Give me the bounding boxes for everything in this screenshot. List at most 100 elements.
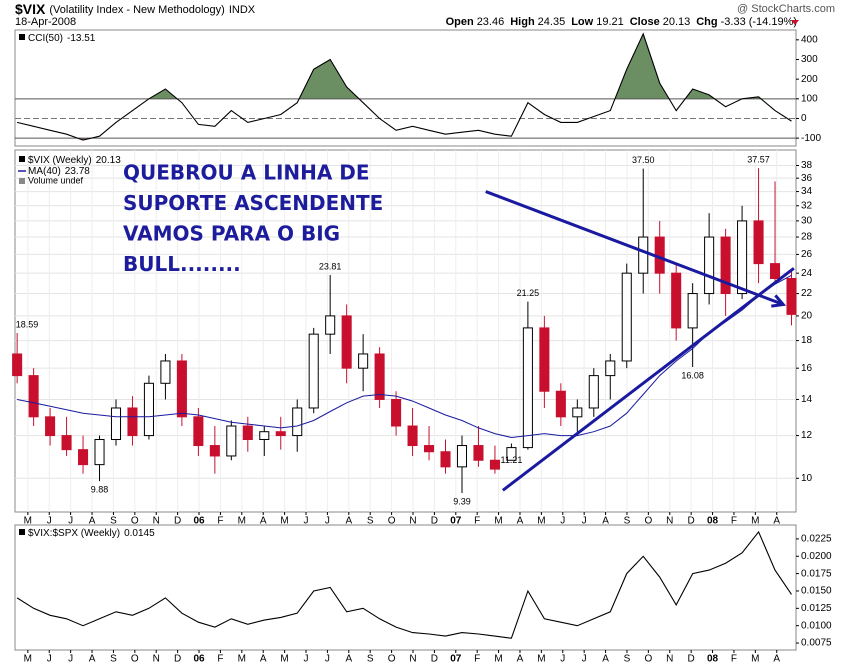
candle-body xyxy=(753,220,764,265)
y-tick-label: 0.0225 xyxy=(801,534,832,545)
x-tick-label: M xyxy=(537,516,545,527)
x-tick-label: 07 xyxy=(450,654,462,665)
candle-body xyxy=(489,459,500,470)
trendline xyxy=(501,267,795,492)
y-tick-label: 18 xyxy=(801,335,813,346)
y-tick-label: 34 xyxy=(801,186,813,197)
x-tick-label: S xyxy=(367,516,374,527)
candle-body xyxy=(440,451,451,468)
y-tick-label: 36 xyxy=(801,173,813,184)
x-tick-label: D xyxy=(688,654,695,665)
watermark: @ StockCharts.com xyxy=(737,3,835,15)
cci-fill xyxy=(148,33,761,99)
candle-body xyxy=(358,353,369,369)
x-tick-label: O xyxy=(131,654,139,665)
x-tick-label: J xyxy=(582,654,587,665)
candle-body xyxy=(259,431,270,441)
candle-body xyxy=(94,439,105,466)
candle-body xyxy=(391,398,402,427)
x-tick-label: A xyxy=(89,516,96,527)
annotation: BULL........ xyxy=(123,252,241,276)
x-tick-label: A xyxy=(260,516,267,527)
field: Chg xyxy=(696,16,717,28)
x-tick-label: N xyxy=(409,654,416,665)
high-label: 37.57 xyxy=(747,155,770,165)
y-tick-label: 12 xyxy=(801,430,813,441)
candle-body xyxy=(555,390,566,418)
candle-body xyxy=(671,272,682,329)
candle-body xyxy=(572,407,583,418)
candle-body xyxy=(506,447,517,461)
x-tick-label: A xyxy=(773,654,780,665)
candle-body xyxy=(737,220,748,295)
high-value: 24.35 xyxy=(538,16,566,28)
x-tick-label: A xyxy=(517,654,524,665)
candle-body xyxy=(325,315,336,335)
x-tick-label: 06 xyxy=(193,516,205,527)
y-tick-label: 16 xyxy=(801,363,813,374)
candle-body xyxy=(638,236,649,274)
legend: $VIX:$SPX (Weekly) 0.0145 xyxy=(28,528,155,539)
y-tick-label: 0.0200 xyxy=(801,551,832,562)
x-tick-label: M xyxy=(751,516,759,527)
y-tick-label: 400 xyxy=(801,34,818,45)
candle-body xyxy=(720,236,731,295)
change: -3.33 xyxy=(721,16,746,28)
legend-name: CCI(50) xyxy=(28,33,63,44)
candle-body xyxy=(275,431,286,437)
x-tick-label: M xyxy=(238,516,246,527)
y-tick-label: 0.0100 xyxy=(801,620,832,631)
annotation: SUPORTE ASCENDENTE xyxy=(123,191,383,215)
x-tick-label: F xyxy=(474,654,480,665)
legend: MA(40) 23.78 xyxy=(28,166,90,177)
x-tick-label: N xyxy=(153,516,160,527)
y-tick-label: 28 xyxy=(801,232,813,243)
symbol-name: (Volatility Index - New Methodology) xyxy=(49,4,224,16)
arrowhead xyxy=(771,294,787,308)
x-tick-label: O xyxy=(644,654,652,665)
candle-body xyxy=(12,353,23,377)
x-tick-label: M xyxy=(238,654,246,665)
x-tick-label: J xyxy=(325,516,330,527)
change-pct: (-14.19%) xyxy=(749,16,797,28)
high-label: 21.25 xyxy=(517,288,540,298)
x-tick-label: 06 xyxy=(193,654,205,665)
panel xyxy=(14,149,797,513)
x-tick-label: J xyxy=(47,516,52,527)
y-tick-label: 38 xyxy=(801,160,813,171)
x-tick-label: J xyxy=(68,516,73,527)
x-tick-label: A xyxy=(260,654,267,665)
field: High xyxy=(510,16,535,28)
y-tick-label: 32 xyxy=(801,200,813,211)
x-tick-label: A xyxy=(345,654,352,665)
legend-value: 0.0145 xyxy=(124,528,155,539)
legend: CCI(50) -13.51 xyxy=(28,33,96,44)
y-tick-label: 24 xyxy=(801,268,813,279)
y-tick-label: 20 xyxy=(801,311,813,322)
high-label: 37.50 xyxy=(632,155,655,165)
x-tick-label: M xyxy=(537,654,545,665)
legend-icon xyxy=(19,34,25,40)
quote: Open 23.46 High 24.35 Low 19.21 Close 20.13 Chg -… xyxy=(446,16,797,28)
x-tick-label: J xyxy=(304,516,309,527)
field: Close xyxy=(630,16,660,28)
y-tick-label: 30 xyxy=(801,216,813,227)
x-tick-label: M xyxy=(280,654,288,665)
x-tick-label: M xyxy=(280,516,288,527)
y-tick-label: 26 xyxy=(801,249,813,260)
legend-icon xyxy=(19,529,25,535)
legend-name: $VIX:$SPX (Weekly) xyxy=(28,528,120,539)
y-tick-label: 0.0125 xyxy=(801,603,832,614)
x-tick-label: S xyxy=(624,654,631,665)
x-tick-label: S xyxy=(624,516,631,527)
exchange: INDX xyxy=(229,4,256,16)
candle-body xyxy=(45,416,56,437)
x-tick-label: J xyxy=(582,516,587,527)
x-tick-label: F xyxy=(217,516,223,527)
candle-body xyxy=(61,435,72,451)
x-tick-label: J xyxy=(560,654,565,665)
annotation: VAMOS PARA O BIG xyxy=(123,222,340,246)
y-tick-label: 10 xyxy=(801,473,813,484)
y-tick-label: 200 xyxy=(801,74,818,85)
